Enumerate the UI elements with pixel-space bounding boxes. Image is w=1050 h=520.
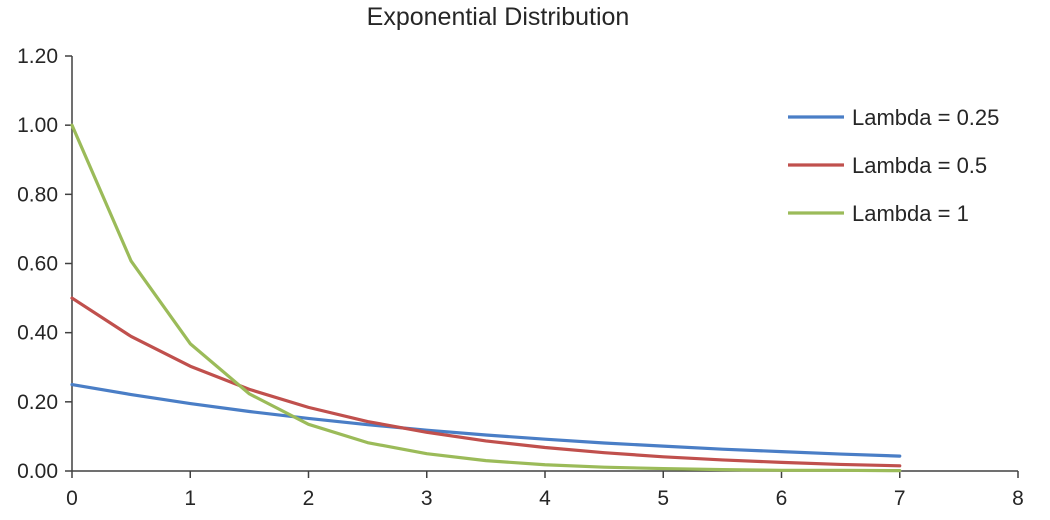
chart-title: Exponential Distribution — [367, 3, 630, 31]
y-tick-label: 0.40 — [17, 322, 58, 345]
y-tick-label: 1.20 — [17, 45, 58, 68]
x-tick-label: 0 — [66, 487, 78, 510]
x-tick-label: 7 — [894, 487, 906, 510]
series-line-2 — [70, 296, 902, 468]
x-tick-label: 2 — [303, 487, 315, 510]
y-tick-label: 1.00 — [17, 114, 58, 137]
x-tick-label: 3 — [421, 487, 433, 510]
legend-label-3: Lambda = 1 — [852, 201, 969, 226]
x-tick-label: 6 — [776, 487, 788, 510]
legend: Lambda = 0.25 Lambda = 0.5 Lambda = 1 — [788, 105, 999, 226]
legend-label-2: Lambda = 0.5 — [852, 153, 987, 178]
y-tick-label: 0.80 — [17, 183, 58, 206]
y-tick-label: 0.60 — [17, 253, 58, 276]
x-tick-label: 1 — [184, 487, 196, 510]
y-tick-label: 0.20 — [17, 391, 58, 414]
legend-label-1: Lambda = 0.25 — [852, 105, 999, 130]
x-tick-label: 4 — [539, 487, 551, 510]
y-tick-label: 0.00 — [17, 460, 58, 483]
x-tick-label: 8 — [1012, 487, 1024, 510]
series-lines — [70, 123, 902, 473]
series-line-1 — [70, 382, 902, 458]
x-tick-label: 5 — [657, 487, 669, 510]
series-line-3 — [70, 123, 902, 473]
axes: 0.00 0.20 0.40 0.60 0.80 1.00 1.20 0 1 2 3 4 5 6 7 8 — [17, 45, 1024, 510]
